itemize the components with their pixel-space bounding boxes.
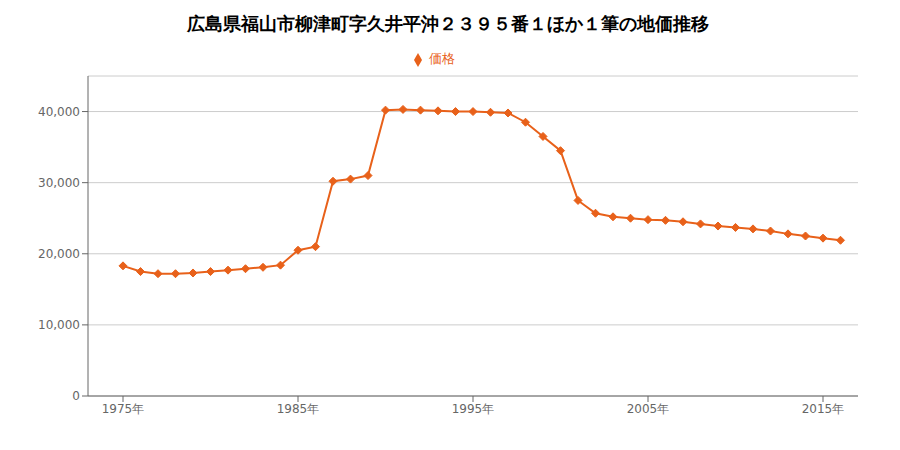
svg-text:20,000: 20,000: [38, 247, 80, 261]
html-text:価格: 価格: [429, 51, 455, 66]
svg-text:2015年: 2015年: [802, 402, 845, 416]
svg-text:40,000: 40,000: [38, 105, 80, 119]
svg-text:30,000: 30,000: [38, 176, 80, 190]
svg-text:1995年: 1995年: [452, 402, 495, 416]
svg-text:10,000: 10,000: [38, 318, 80, 332]
svg-text:2005年: 2005年: [627, 402, 670, 416]
html-text:広島県福山市柳津町字久井平沖２３９５番１ほか１筆の地価推移: 広島県福山市柳津町字久井平沖２３９５番１ほか１筆の地価推移: [187, 13, 709, 34]
svg-text:0: 0: [72, 389, 80, 403]
svg-text:1975年: 1975年: [102, 402, 145, 416]
svg-text:1985年: 1985年: [277, 402, 320, 416]
